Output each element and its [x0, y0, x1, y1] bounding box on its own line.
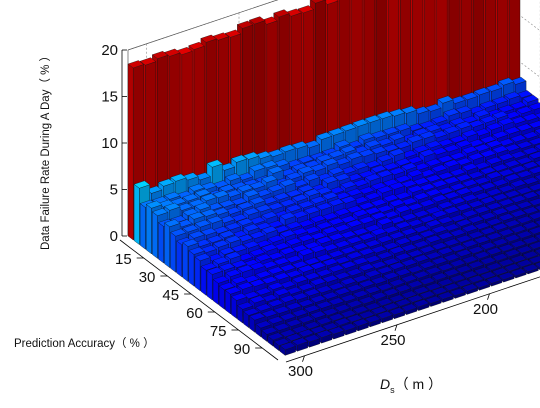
- bar-face-side: [183, 243, 188, 282]
- ds-axis-label-unit: （ m ）: [395, 376, 442, 392]
- ds-tick-label: 200: [473, 301, 498, 318]
- bar-face-side: [140, 204, 145, 250]
- bar-face-side: [158, 223, 163, 264]
- bar-face-side: [134, 184, 139, 244]
- bar-face-side: [152, 212, 157, 259]
- bar-face-side: [177, 241, 182, 277]
- z-axis-label: Data Failure Rate During A Day（ % ）: [39, 50, 52, 250]
- accuracy-tick-label: 15: [115, 251, 132, 268]
- bar-face-side: [171, 232, 176, 272]
- z-tick-label: 10: [101, 135, 118, 152]
- bar-face-side: [189, 251, 194, 287]
- bar-face-side: [146, 204, 151, 254]
- accuracy-tick-label: 60: [186, 305, 203, 322]
- z-tick-label: 0: [110, 228, 118, 245]
- bar-face-side: [164, 223, 169, 268]
- bar-face-side: [128, 64, 133, 240]
- z-tick-label: 20: [101, 42, 118, 59]
- accuracy-tick-label: 75: [210, 323, 227, 340]
- ds-tick-label: 250: [380, 332, 405, 349]
- ds-axis-label: Ds（ m ）: [380, 376, 442, 395]
- bar-face-side: [195, 257, 200, 291]
- z-tick-label: 5: [110, 182, 118, 199]
- ds-axis-label-main: D: [380, 376, 390, 392]
- ds-tick-label: 300: [288, 363, 313, 380]
- accuracy-tick-label: 90: [234, 341, 251, 358]
- accuracy-axis-label: Prediction Accuracy（ % ）: [14, 337, 155, 350]
- accuracy-tick-label: 30: [139, 269, 156, 286]
- z-tick-label: 15: [101, 89, 118, 106]
- bar-face-side: [201, 266, 206, 295]
- bar-face-side: [213, 279, 218, 304]
- accuracy-tick-label: 45: [162, 287, 179, 304]
- bar-face-side: [207, 271, 212, 300]
